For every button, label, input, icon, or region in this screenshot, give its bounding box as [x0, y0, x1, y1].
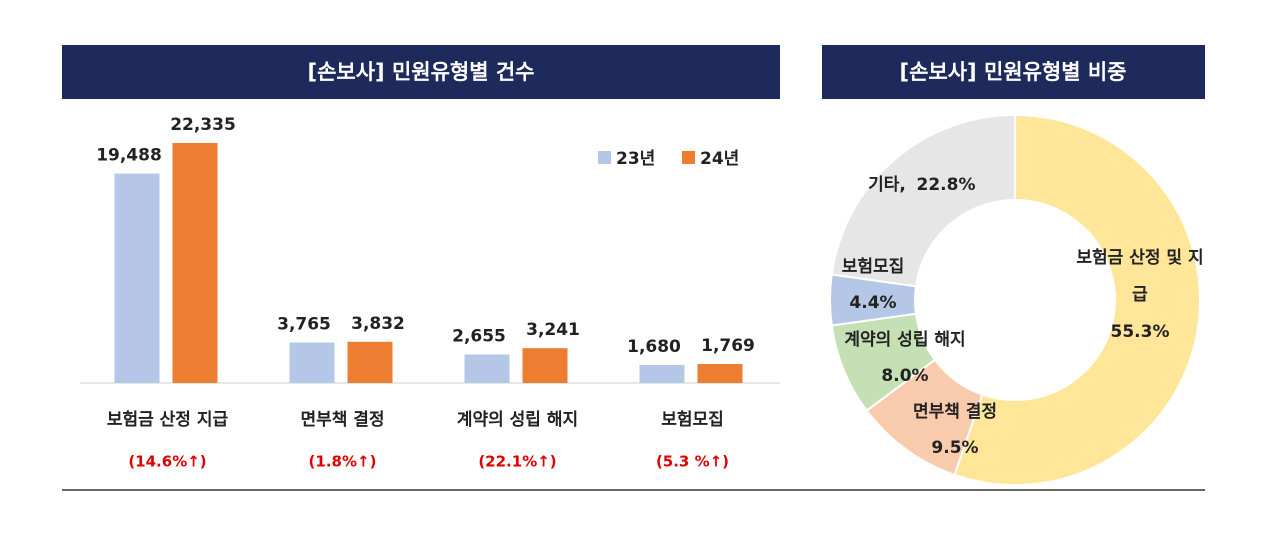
- title-bar: [62, 45, 780, 99]
- slice-label: 보험모집: [841, 257, 905, 277]
- value-label: 3,241: [526, 320, 580, 340]
- slice-value: 8.0%: [881, 366, 929, 386]
- x-tick-label: 계약의 성립 해지: [457, 409, 578, 430]
- value-label: 19,488: [96, 146, 162, 166]
- annotation: (5.3 %↑): [656, 453, 729, 471]
- value-label: 2,655: [452, 326, 506, 346]
- value-label: 22,335: [170, 115, 236, 135]
- slice-label: 면부책 결정: [912, 402, 998, 422]
- bar: [114, 173, 160, 383]
- title-bar: [822, 45, 1205, 99]
- bar: [347, 341, 393, 383]
- slice-label: 계약의 성립 해지: [844, 330, 966, 350]
- value-label: 3,832: [351, 314, 405, 334]
- value-label: 3,765: [277, 315, 331, 335]
- slice-label: 기타: [868, 167, 906, 204]
- bar: [464, 354, 510, 383]
- legend-label: 23년: [616, 149, 655, 169]
- donut-slice: [830, 113, 1016, 288]
- bar: [522, 348, 568, 383]
- slice-value: 22.8%: [916, 175, 976, 195]
- bar: [289, 342, 335, 383]
- slice-value: 9.5%: [931, 438, 979, 458]
- donut-slice: [953, 113, 1201, 486]
- chart-title: [손보사] 민원유형별 비중: [899, 60, 1126, 84]
- value-label: 1,680: [627, 337, 681, 357]
- bar: [639, 364, 685, 383]
- chart-title: [손보사] 민원유형별 건수: [307, 60, 534, 84]
- x-tick-label: 보험금 산정 지급: [107, 409, 229, 430]
- value-label: 1,769: [701, 336, 755, 356]
- annotation: (1.8%↑): [309, 453, 377, 471]
- slice-value: 55.3%: [1110, 322, 1170, 342]
- slice-label: 보험금 산정 및 지급: [1076, 248, 1204, 305]
- legend-swatch: [598, 151, 611, 164]
- x-tick-label: 면부책 결정: [300, 410, 384, 430]
- annotation: (22.1%↑): [478, 453, 556, 471]
- annotation: (14.6%↑): [128, 453, 206, 471]
- legend-label: 24년: [700, 149, 739, 169]
- legend-swatch: [682, 151, 695, 164]
- slice-value: 4.4%: [849, 293, 897, 313]
- bar: [697, 363, 743, 383]
- bar: [172, 143, 218, 383]
- x-tick-label: 보험모집: [661, 409, 724, 430]
